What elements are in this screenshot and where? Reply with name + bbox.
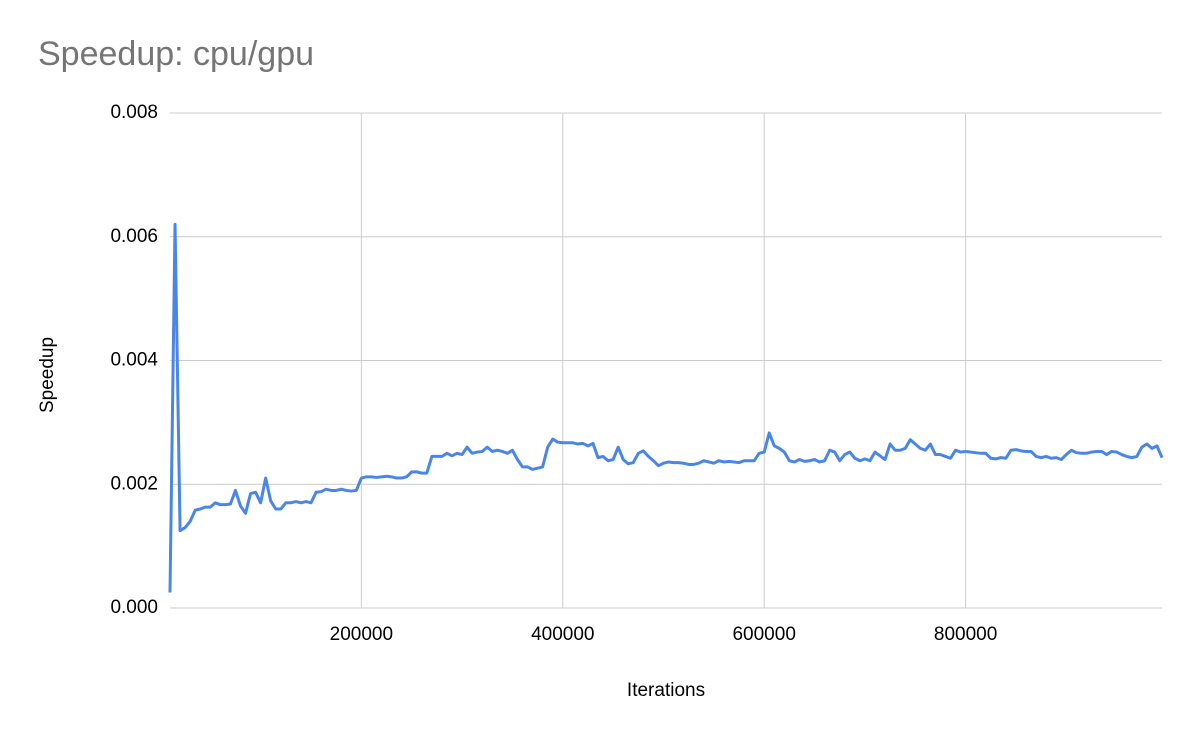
x-tick-label: 400000 [531, 624, 594, 645]
y-tick-label: 0.002 [110, 473, 158, 494]
y-tick-label: 0.006 [110, 226, 158, 247]
data-line [168, 222, 1164, 593]
x-tick-label: 600000 [732, 624, 795, 645]
x-axis-label: Iterations [627, 680, 705, 701]
y-tick-label: 0.008 [110, 102, 158, 123]
y-tick-label: 0.004 [110, 350, 158, 371]
y-axis-label: Speedup [37, 337, 58, 413]
x-tick-label: 800000 [934, 624, 997, 645]
chart-title: Speedup: cpu/gpu [38, 35, 314, 73]
y-tick-label: 0.000 [110, 597, 158, 618]
x-tick-label: 200000 [330, 624, 393, 645]
